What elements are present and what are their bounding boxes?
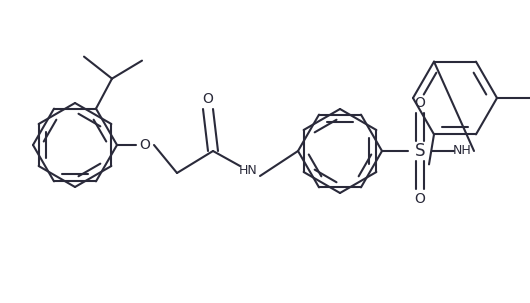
Text: O: O [202,92,214,106]
Text: O: O [414,192,426,206]
Text: O: O [414,96,426,110]
Text: S: S [415,142,425,160]
Text: NH: NH [453,145,471,158]
Text: HN: HN [238,165,258,178]
Text: O: O [139,138,151,152]
